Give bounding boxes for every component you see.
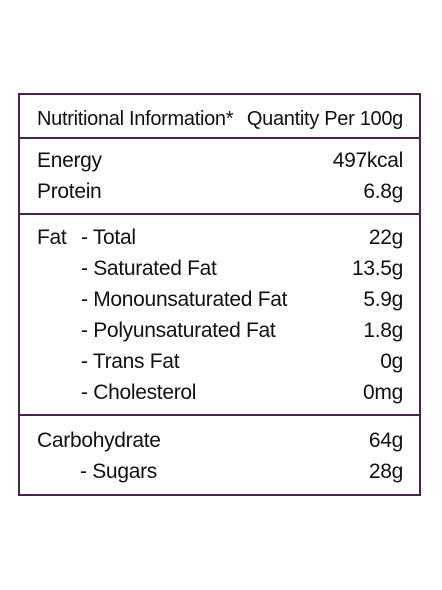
- nutrient-value: 0g: [380, 350, 403, 373]
- header-divider: [20, 137, 419, 139]
- fat-prefix-label: Fat: [37, 226, 67, 249]
- nutrient-row-sugars: - Sugars 28g: [20, 458, 419, 486]
- nutrient-value: 13.5g: [351, 257, 403, 280]
- nutrient-value: 6.8g: [363, 180, 403, 203]
- nutrient-label: - Polyunsaturated Fat: [81, 319, 276, 342]
- nutrient-row-energy: Energy 497kcal: [20, 147, 419, 175]
- nutrient-label: - Saturated Fat: [81, 257, 217, 280]
- nutrient-value: 64g: [368, 429, 403, 452]
- nutrient-row-trans-fat: - Trans Fat 0g: [20, 348, 419, 376]
- nutrient-value: 0mg: [363, 381, 403, 404]
- nutrient-label: - Total: [81, 226, 136, 249]
- fat-divider: [20, 414, 419, 416]
- nutrient-row-carbohydrate: Carbohydrate 64g: [20, 427, 419, 455]
- nutrient-label: - Sugars: [80, 460, 157, 483]
- nutrient-row-cholesterol: - Cholesterol 0mg: [20, 379, 419, 407]
- nutrient-label: - Monounsaturated Fat: [81, 288, 288, 311]
- nutrient-value: 497kcal: [332, 149, 404, 172]
- nutrient-label: Protein: [37, 180, 102, 203]
- nutrient-row-monounsaturated-fat: - Monounsaturated Fat 5.9g: [20, 286, 419, 314]
- nutrient-value: 28g: [368, 460, 403, 483]
- quantity-header: Quantity Per 100g: [246, 108, 403, 130]
- nutrient-value: 22g: [368, 226, 403, 249]
- nutrient-label: - Trans Fat: [81, 350, 180, 373]
- table-title: Nutritional Information*: [37, 108, 234, 130]
- nutrition-table: Nutritional Information* Quantity Per 10…: [18, 93, 421, 496]
- nutrient-label: Energy: [37, 149, 102, 172]
- nutrient-value: 5.9g: [363, 288, 403, 311]
- nutrient-value: 1.8g: [363, 319, 403, 342]
- nutrient-label: Carbohydrate: [37, 429, 161, 452]
- nutrient-label: - Cholesterol: [81, 381, 197, 404]
- nutrient-row-fat-total: Fat - Total 22g: [20, 224, 419, 252]
- nutrient-row-saturated-fat: - Saturated Fat 13.5g: [20, 255, 419, 283]
- energy-divider: [20, 213, 419, 215]
- header-row: Nutritional Information* Quantity Per 10…: [20, 105, 419, 133]
- nutrient-row-protein: Protein 6.8g: [20, 178, 419, 206]
- nutrient-row-polyunsaturated-fat: - Polyunsaturated Fat 1.8g: [20, 317, 419, 345]
